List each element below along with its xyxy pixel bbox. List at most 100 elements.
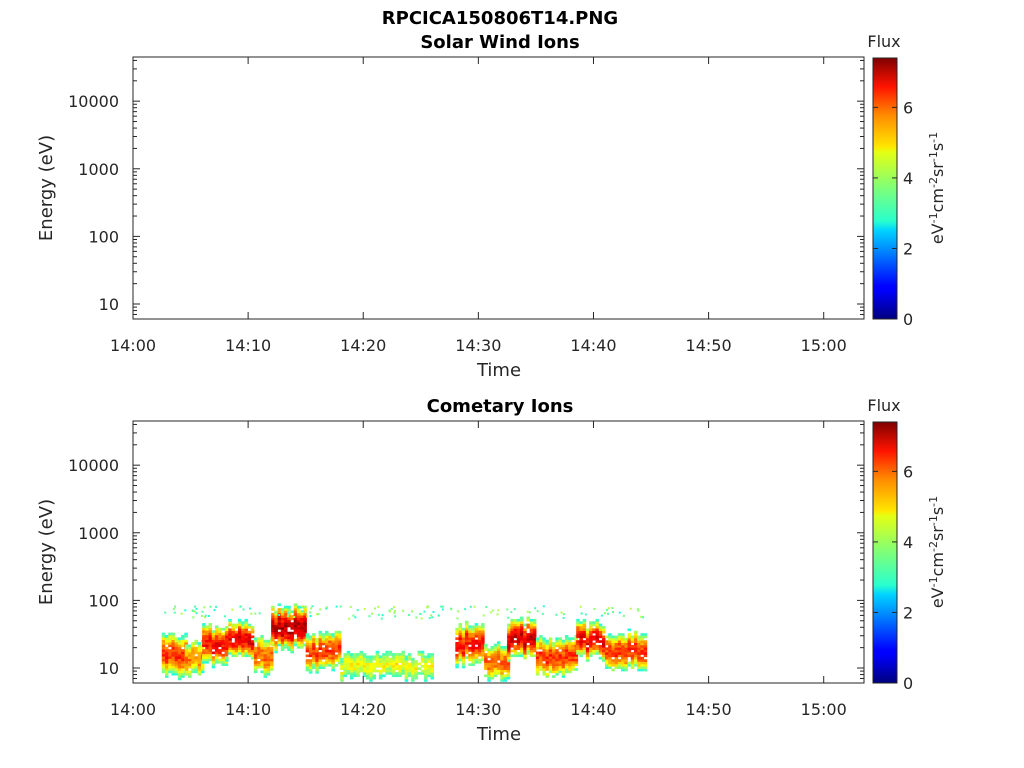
heatmap-cell: [202, 651, 206, 655]
heatmap-cell: [263, 649, 268, 652]
heatmap-cell: [595, 630, 600, 634]
heatmap-cell: [516, 647, 521, 650]
heatmap-cell: [369, 655, 373, 659]
heatmap-cell: [579, 644, 583, 648]
heatmap-cell: [296, 605, 301, 609]
heatmap-cell: [287, 645, 291, 649]
heatmap-cell: [184, 635, 188, 638]
heatmap-cell: [611, 661, 615, 665]
heatmap-cell: [633, 647, 638, 651]
heatmap-cell: [548, 646, 553, 650]
heatmap-cell: [611, 637, 615, 641]
heatmap-cell: [188, 670, 192, 674]
heatmap-cell: [325, 637, 329, 641]
heatmap-cell: [274, 610, 278, 614]
heatmap-cell: [161, 656, 166, 659]
heatmap-cell: [225, 642, 229, 646]
colorbar-tick-label: 4: [903, 533, 913, 552]
heatmap-cell: [231, 642, 236, 646]
heatmap-cell: [202, 623, 206, 626]
heatmap-cell: [181, 644, 185, 648]
heatmap-cell: [309, 615, 312, 617]
heatmap-cell: [306, 615, 309, 618]
heatmap-cell: [201, 610, 204, 613]
heatmap-cell: [614, 635, 619, 639]
heatmap-cell: [214, 625, 219, 629]
heatmap-cell: [362, 653, 367, 656]
heatmap-cell: [500, 664, 504, 668]
heatmap-cell: [477, 627, 482, 631]
colorbar-gradient: [872, 421, 898, 684]
heatmap-cell: [247, 637, 252, 641]
heatmap-cell: [507, 630, 511, 634]
heatmap-cell: [202, 660, 206, 664]
heatmap-cell: [542, 668, 546, 671]
heatmap-cell: [375, 655, 380, 659]
heatmap-cell: [513, 626, 518, 629]
heatmap-cell: [231, 623, 236, 627]
heatmap-cell: [582, 628, 587, 632]
heatmap-cell: [503, 660, 507, 663]
heatmap-cell: [465, 644, 469, 648]
heatmap-cell: [520, 652, 524, 655]
heatmap-cell: [234, 642, 239, 646]
heatmap-cell: [497, 655, 501, 659]
heatmap-cell: [266, 663, 271, 667]
heatmap-cell: [353, 660, 357, 663]
heatmap-cell: [321, 642, 326, 646]
heatmap-cell: [171, 637, 175, 641]
heatmap-cell: [497, 643, 501, 647]
heatmap-cell: [474, 625, 479, 629]
heatmap-cell: [404, 674, 409, 678]
heatmap-cell: [481, 651, 485, 655]
heatmap-cell: [595, 621, 600, 624]
heatmap-cell: [510, 630, 514, 634]
heatmap-cell: [287, 641, 291, 644]
heatmap-cell: [334, 649, 339, 653]
heatmap-cell: [592, 630, 596, 634]
heatmap-cell: [520, 637, 524, 641]
heatmap-cell: [308, 652, 313, 655]
heatmap-cell: [604, 661, 609, 665]
heatmap-cell: [221, 646, 225, 650]
heatmap-cell: [349, 657, 354, 661]
heatmap-cell: [188, 653, 192, 657]
heatmap-cell: [636, 608, 639, 611]
heatmap-cell: [181, 672, 185, 676]
heatmap-cell: [177, 646, 182, 650]
heatmap-cell: [608, 640, 612, 643]
heatmap-cell: [601, 647, 606, 650]
heatmap-cell: [308, 635, 313, 639]
heatmap-cell: [608, 656, 612, 660]
heatmap-cell: [552, 656, 556, 659]
heatmap-cell: [250, 654, 255, 658]
heatmap-cell: [181, 653, 185, 657]
heatmap-cell: [290, 638, 294, 642]
heatmap-cell: [195, 607, 198, 610]
heatmap-cell: [503, 646, 507, 649]
heatmap-cell: [300, 643, 304, 647]
units-sr: sr: [928, 526, 947, 541]
heatmap-cell: [598, 652, 603, 655]
heatmap-cell: [180, 612, 183, 615]
heatmap-cell: [640, 649, 644, 653]
heatmap-cell: [510, 654, 514, 658]
heatmap-cell: [611, 647, 615, 651]
heatmap-cell: [532, 626, 537, 629]
heatmap-cell: [228, 621, 232, 624]
heatmap-cell: [589, 644, 593, 648]
heatmap-cell: [164, 611, 167, 614]
heatmap-cell: [366, 672, 370, 675]
heatmap-cell: [269, 656, 274, 659]
heatmap-cell: [244, 618, 248, 622]
heatmap-cell: [500, 653, 504, 656]
heatmap-cell: [601, 640, 606, 643]
heatmap-cell: [208, 623, 213, 626]
heatmap-cell: [372, 664, 376, 668]
heatmap-cell: [231, 630, 236, 634]
heatmap-cell: [558, 642, 562, 645]
heatmap-cell: [284, 622, 288, 625]
heatmap-cell: [280, 643, 285, 647]
